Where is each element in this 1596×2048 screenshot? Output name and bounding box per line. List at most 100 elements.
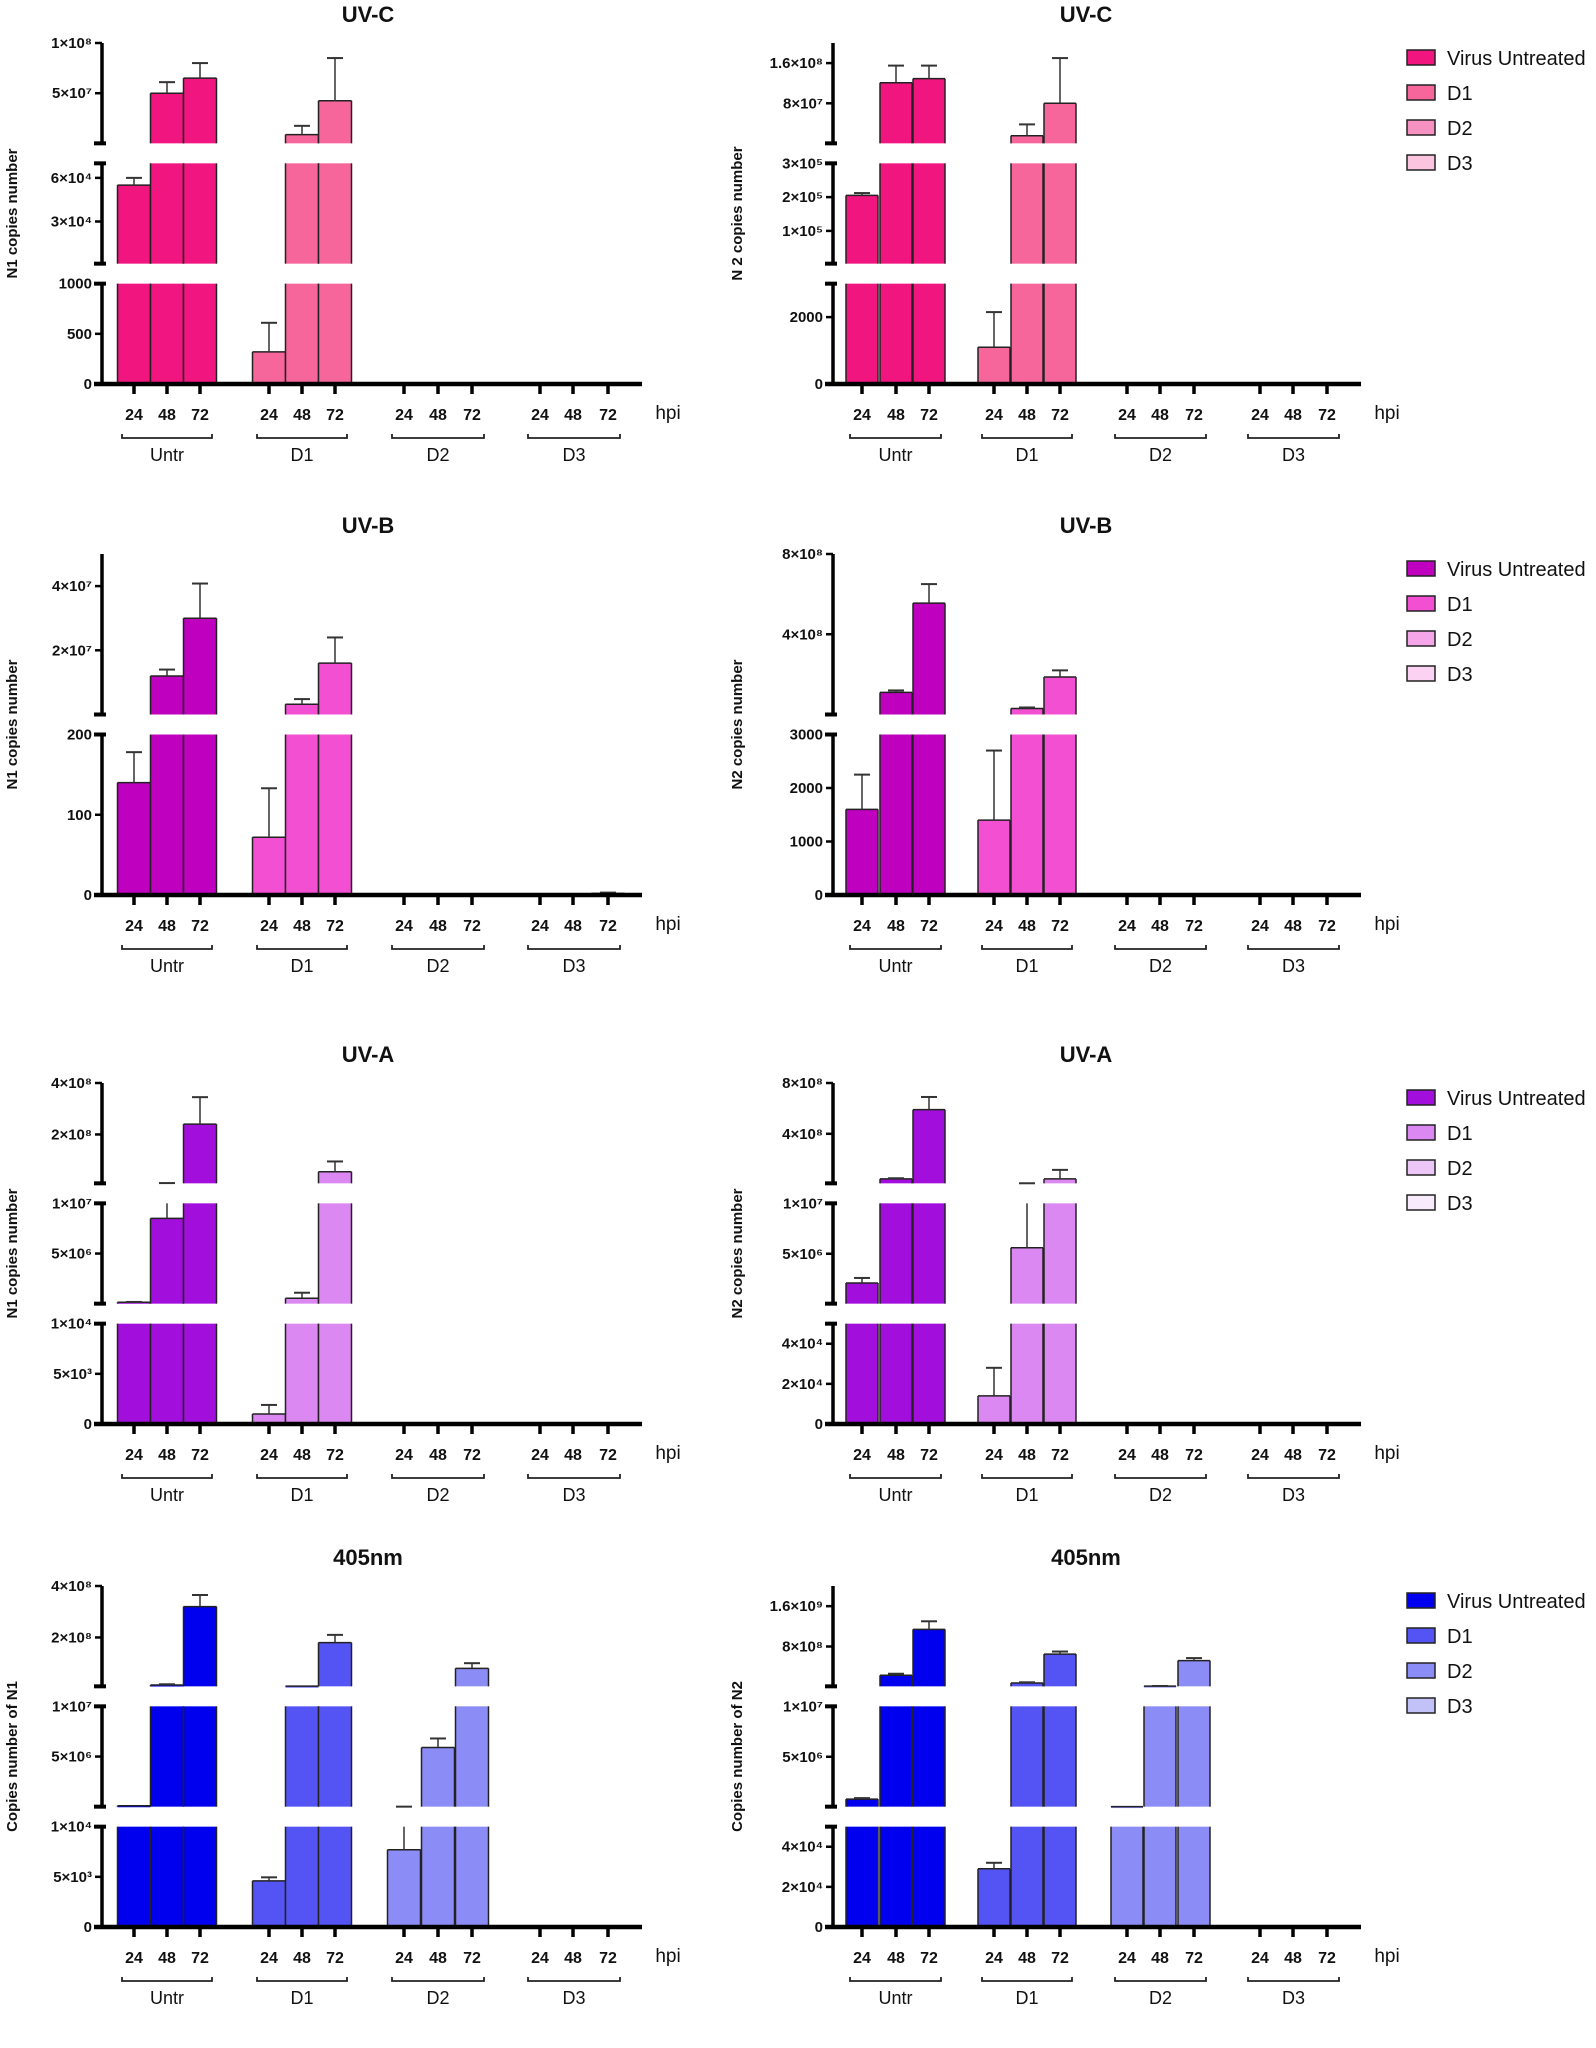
bar <box>880 1178 912 1184</box>
legend-swatch <box>1406 630 1436 647</box>
chart-panel: 405nm Copies number of N1 0 5×10³ 1×10⁴ 5×10⁶… <box>0 1543 725 2048</box>
bar <box>913 283 945 384</box>
group-bracket <box>849 945 942 950</box>
legend-label: D3 <box>1447 1696 1473 1718</box>
bar <box>846 1826 878 1927</box>
group-bracket <box>1247 1474 1340 1479</box>
group-label: D2 <box>426 445 449 465</box>
bar <box>880 1706 912 1807</box>
bar <box>913 1203 945 1304</box>
bar <box>150 93 184 144</box>
y-axis-label: N1 copies number <box>4 659 21 789</box>
group-bracket <box>981 1977 1073 1982</box>
y-tick-label: 8×10⁸ <box>782 1639 823 1656</box>
chart-panel: UV-C N 2 copies number 0 2000 1×10⁵ 2×10⁵ 3×10… <box>725 0 1596 505</box>
bar <box>978 820 1010 895</box>
bar <box>1044 734 1076 895</box>
chart-svg: UV-C N 2 copies number 0 2000 1×10⁵ 2×10⁵ 3×10… <box>729 2 1586 465</box>
bar <box>1044 1203 1076 1304</box>
bar <box>913 1109 945 1184</box>
x-tick-label: 24 <box>531 918 549 935</box>
y-axis-label: N2 copies number <box>729 659 746 789</box>
x-tick-label: 24 <box>260 1950 278 1967</box>
x-tick-label: 72 <box>1051 918 1069 935</box>
group-bracket <box>256 945 348 950</box>
group-bracket <box>1114 434 1207 439</box>
x-tick-label: 24 <box>1118 918 1136 935</box>
y-tick-label: 6×10⁴ <box>51 170 92 187</box>
x-tick-label: 72 <box>920 1447 938 1464</box>
group-label: D2 <box>1149 1485 1172 1505</box>
chart-panel: UV-A N2 copies number 0 2×10⁴ 4×10⁴ 5×10⁶ 1×10… <box>725 1040 1596 1545</box>
group-label: D3 <box>1282 1485 1305 1505</box>
chart-panel: 405nm Copies number of N2 0 2×10⁴ 4×10⁴ 5×10⁶… <box>725 1543 1596 2048</box>
bar <box>150 1826 184 1927</box>
x-tick-label: 24 <box>985 1447 1003 1464</box>
x-tick-label: 72 <box>463 1447 481 1464</box>
bar <box>913 734 945 895</box>
bar <box>1011 283 1043 384</box>
bar <box>318 1323 352 1424</box>
group-label: D2 <box>1149 1988 1172 2008</box>
bar <box>318 1642 352 1687</box>
bar <box>1111 1826 1143 1927</box>
group-label: D1 <box>290 1988 313 2008</box>
y-tick-label: 0 <box>815 1919 823 1936</box>
bar <box>1011 1706 1043 1807</box>
group-label: D2 <box>1149 445 1172 465</box>
bar <box>1144 1826 1176 1927</box>
y-tick-label: 5×10⁶ <box>782 1246 823 1263</box>
legend-swatch <box>1406 1159 1436 1176</box>
bar <box>880 734 912 895</box>
chart-title: UV-A <box>342 1042 395 1067</box>
group-bracket <box>981 945 1073 950</box>
bar <box>252 837 286 895</box>
group-bracket <box>981 434 1073 439</box>
y-tick-label: 2×10⁴ <box>782 1879 823 1896</box>
y-tick-label: 1×10⁷ <box>52 1195 92 1212</box>
legend-label: D2 <box>1447 1661 1473 1683</box>
x-unit-label: hpi <box>655 403 680 424</box>
bar <box>846 809 878 895</box>
legend-swatch <box>1406 1592 1436 1609</box>
x-tick-label: 24 <box>531 407 549 424</box>
y-axis-label: Copies number of N1 <box>4 1681 21 1832</box>
x-tick-label: 72 <box>463 1950 481 1967</box>
chart-title: 405nm <box>1051 1545 1121 1570</box>
bar <box>880 283 912 384</box>
x-tick-label: 24 <box>1251 1447 1269 1464</box>
bar <box>1011 135 1043 144</box>
y-tick-label: 2000 <box>790 309 823 326</box>
x-unit-label: hpi <box>655 1443 680 1464</box>
x-unit-label: hpi <box>1374 1946 1399 1967</box>
bar <box>880 1323 912 1424</box>
x-tick-label: 24 <box>1118 1950 1136 1967</box>
group-bracket <box>121 1977 213 1982</box>
group-bracket <box>256 1474 348 1479</box>
legend-label: Virus Untreated <box>1447 1088 1586 1110</box>
x-tick-label: 72 <box>1051 1447 1069 1464</box>
x-tick-label: 24 <box>1251 1950 1269 1967</box>
x-tick-label: 48 <box>429 918 447 935</box>
x-tick-label: 72 <box>326 1950 344 1967</box>
y-tick-label: 500 <box>67 326 92 343</box>
y-tick-label: 4×10⁸ <box>782 1126 823 1143</box>
group-bracket <box>849 434 942 439</box>
group-bracket <box>391 945 485 950</box>
bar <box>1011 734 1043 895</box>
x-tick-label: 48 <box>1018 1950 1036 1967</box>
bar <box>913 603 945 715</box>
y-tick-label: 0 <box>84 376 92 393</box>
bar <box>318 734 352 895</box>
bar <box>846 1323 878 1424</box>
x-tick-label: 72 <box>920 407 938 424</box>
bar <box>285 1323 319 1424</box>
y-tick-label: 5×10⁶ <box>51 1749 92 1766</box>
x-tick-label: 48 <box>429 1950 447 1967</box>
x-tick-label: 48 <box>1018 407 1036 424</box>
bar <box>1144 1706 1176 1807</box>
bar <box>252 1880 286 1927</box>
bar <box>1044 163 1076 264</box>
bar <box>318 1826 352 1927</box>
x-tick-label: 24 <box>853 1447 871 1464</box>
